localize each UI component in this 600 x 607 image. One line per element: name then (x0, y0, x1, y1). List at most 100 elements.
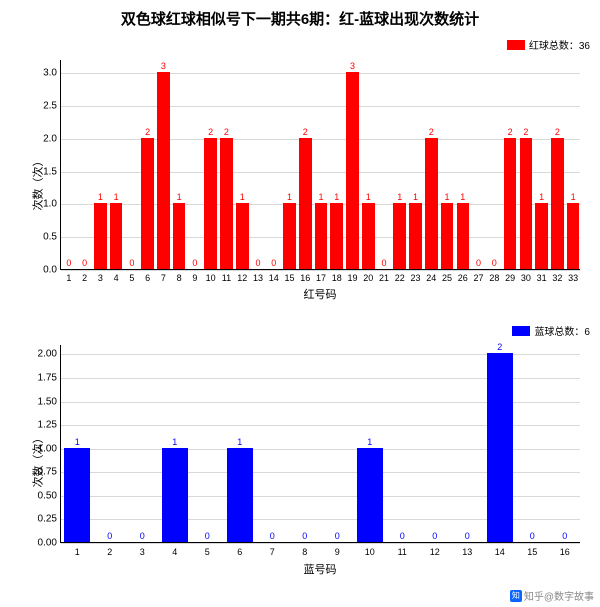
bar: 2 (551, 138, 564, 269)
xtick-label: 12 (430, 547, 440, 557)
xtick-label: 12 (237, 273, 247, 283)
xtick-label: 11 (222, 273, 231, 283)
ytick-label: 1.5 (27, 166, 57, 177)
xtick-label: 4 (172, 547, 177, 557)
xtick-label: 2 (82, 273, 87, 283)
bar-value-label: 3 (346, 62, 359, 71)
xtick-label: 7 (161, 273, 166, 283)
ytick-label: 1.50 (27, 396, 57, 407)
xtick-label: 15 (284, 273, 294, 283)
bar: 1 (283, 203, 296, 269)
ytick-label: 2.5 (27, 100, 57, 111)
ytick-label: 0.0 (27, 265, 57, 276)
bar: 2 (220, 138, 233, 269)
xtick-label: 31 (537, 273, 547, 283)
zhihu-icon: 知 (510, 590, 522, 602)
ytick-label: 1.00 (27, 443, 57, 454)
watermark: 知 知乎@数字故事 (510, 588, 594, 603)
xtick-label: 5 (205, 547, 210, 557)
bar-value-label: 2 (204, 128, 217, 137)
bar-value-label: 2 (487, 343, 513, 352)
bar-value-label: 1 (110, 193, 123, 202)
xtick-label: 3 (140, 547, 145, 557)
xtick-label: 16 (560, 547, 570, 557)
bar: 1 (110, 203, 123, 269)
bar-value-label: 1 (227, 438, 253, 447)
bar-value-label: 1 (393, 193, 406, 202)
xtick-label: 2 (107, 547, 112, 557)
bar-value-label: 0 (552, 532, 578, 541)
xtick-label: 6 (237, 547, 242, 557)
xtick-label: 4 (114, 273, 119, 283)
bar-value-label: 0 (97, 532, 123, 541)
bar-value-label: 1 (441, 193, 454, 202)
watermark-text: 知乎@数字故事 (524, 588, 594, 603)
legend-red: 红球总数：36 (503, 36, 594, 53)
bar-value-label: 1 (362, 193, 375, 202)
blue-ylabel: 次数（次） (30, 433, 46, 488)
bar-value-label: 0 (126, 259, 139, 268)
bar-value-label: 2 (520, 128, 533, 137)
bar-value-label: 0 (259, 532, 285, 541)
bar: 1 (330, 203, 343, 269)
legend-red-label: 红球总数：36 (529, 37, 590, 52)
xtick-label: 7 (270, 547, 275, 557)
blue-chart: 次数（次） 0.000.250.500.751.001.251.501.752.… (60, 345, 580, 575)
ytick-label: 3.0 (27, 68, 57, 79)
bar-value-label: 1 (173, 193, 186, 202)
xtick-label: 33 (568, 273, 578, 283)
xtick-label: 23 (411, 273, 421, 283)
bar-value-label: 1 (236, 193, 249, 202)
gridline (61, 270, 580, 271)
bar-value-label: 2 (220, 128, 233, 137)
bar-value-label: 0 (78, 259, 91, 268)
xtick-label: 9 (192, 273, 197, 283)
bar-value-label: 1 (409, 193, 422, 202)
legend-blue-label: 蓝球总数：6 (534, 323, 590, 338)
xtick-label: 6 (145, 273, 150, 283)
ytick-label: 0.5 (27, 232, 57, 243)
bar: 2 (425, 138, 438, 269)
bar-value-label: 1 (330, 193, 343, 202)
xtick-label: 13 (462, 547, 472, 557)
xtick-label: 17 (316, 273, 326, 283)
xtick-label: 8 (177, 273, 182, 283)
xtick-label: 3 (98, 273, 103, 283)
figure-title: 双色球红球相似号下一期共6期：红-蓝球出现次数统计 (0, 8, 600, 29)
bar-value-label: 2 (425, 128, 438, 137)
xtick-label: 11 (398, 547, 407, 557)
xtick-label: 19 (347, 273, 357, 283)
ytick-label: 1.75 (27, 373, 57, 384)
bar-value-label: 0 (189, 259, 202, 268)
ytick-label: 2.00 (27, 349, 57, 360)
bar: 2 (204, 138, 217, 269)
bar: 1 (535, 203, 548, 269)
bar: 1 (409, 203, 422, 269)
xtick-label: 9 (335, 547, 340, 557)
bar-value-label: 1 (535, 193, 548, 202)
bar: 1 (315, 203, 328, 269)
bar: 1 (362, 203, 375, 269)
gridline (61, 139, 580, 140)
xtick-label: 20 (363, 273, 373, 283)
bar-value-label: 0 (324, 532, 350, 541)
bar-value-label: 1 (357, 438, 383, 447)
blue-axes: 0.000.250.500.751.001.251.501.752.001102… (60, 345, 580, 543)
bar-value-label: 1 (64, 438, 90, 447)
bar: 1 (393, 203, 406, 269)
bar: 1 (64, 448, 90, 542)
bar: 1 (567, 203, 580, 269)
bar: 3 (157, 72, 170, 269)
bar-value-label: 2 (299, 128, 312, 137)
bar-value-label: 0 (389, 532, 415, 541)
bar-value-label: 1 (457, 193, 470, 202)
ytick-label: 0.00 (27, 538, 57, 549)
xtick-label: 32 (552, 273, 562, 283)
bar: 3 (346, 72, 359, 269)
xtick-label: 8 (302, 547, 307, 557)
bar-value-label: 0 (194, 532, 220, 541)
bar-value-label: 0 (472, 259, 485, 268)
bar-value-label: 0 (519, 532, 545, 541)
xtick-label: 5 (129, 273, 134, 283)
bar-value-label: 1 (162, 438, 188, 447)
